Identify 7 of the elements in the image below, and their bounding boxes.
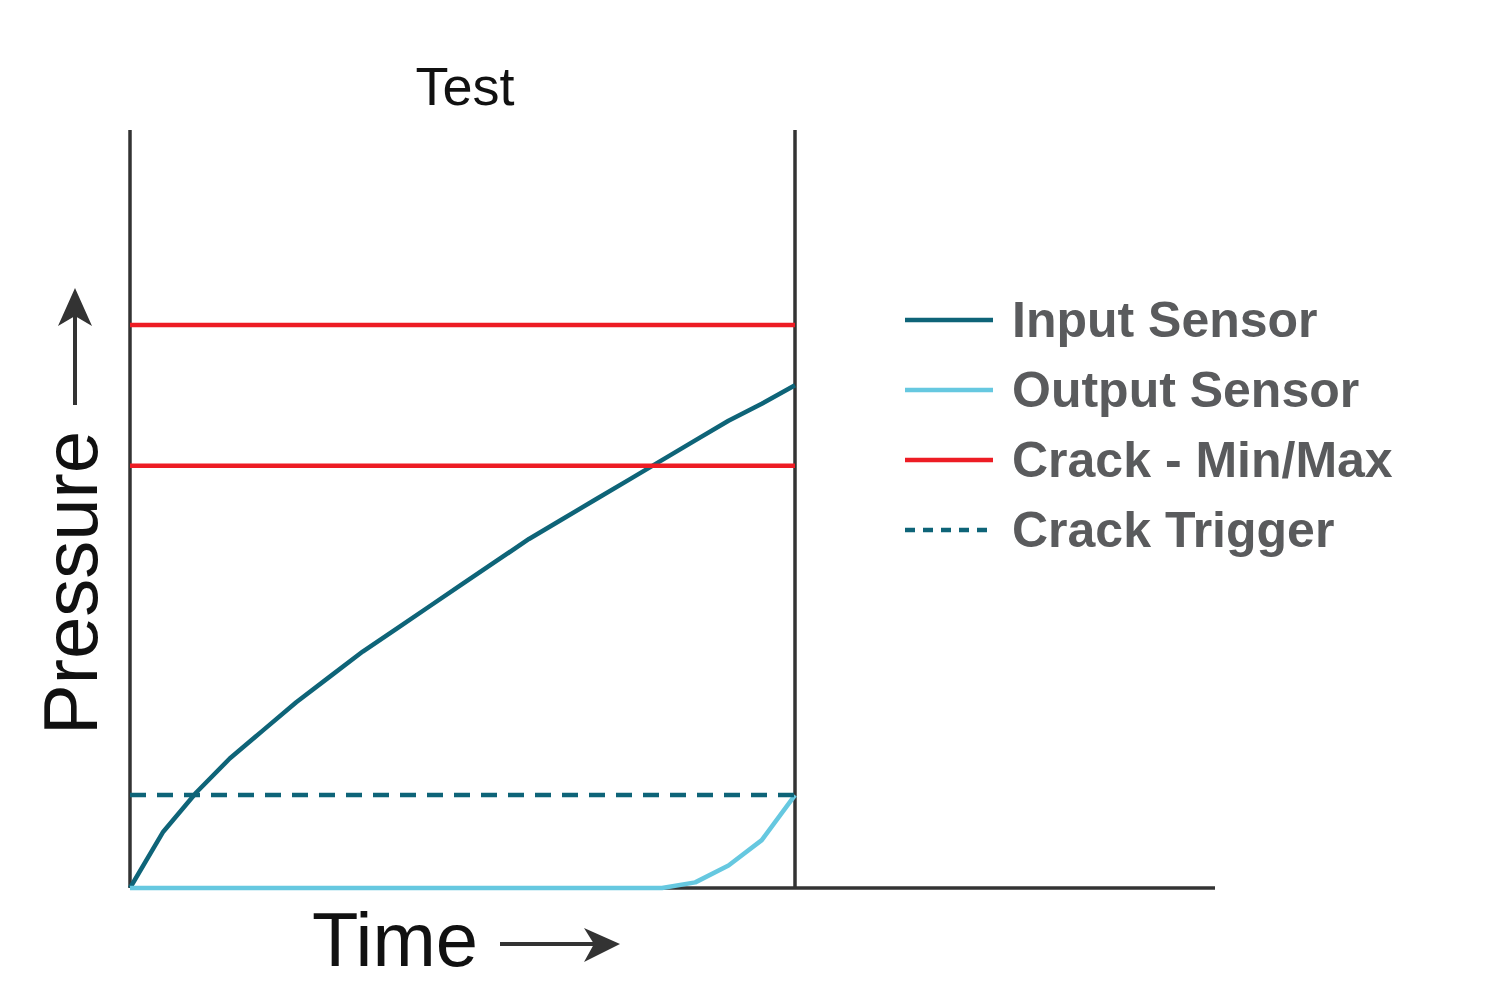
y-axis-title: Pressure [28, 430, 113, 736]
legend-label: Crack Trigger [1012, 502, 1335, 558]
chart-title: Test [415, 56, 515, 116]
legend-label: Crack - Min/Max [1012, 432, 1393, 488]
legend-label: Output Sensor [1012, 362, 1360, 418]
x-axis-title: Time [311, 897, 479, 982]
legend-label: Input Sensor [1012, 292, 1318, 348]
